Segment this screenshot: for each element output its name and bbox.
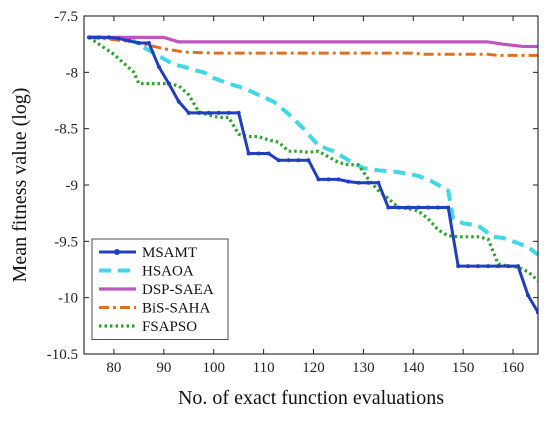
legend-label: DSP-SAEA bbox=[142, 282, 214, 298]
y-tick-label: -9 bbox=[66, 178, 79, 194]
x-tick-label: 90 bbox=[156, 360, 171, 376]
y-tick-label: -10.5 bbox=[47, 347, 78, 363]
legend-label: MSAMT bbox=[142, 245, 197, 261]
series-point bbox=[186, 110, 191, 115]
x-tick-label: 150 bbox=[452, 360, 475, 376]
series-bis-saha bbox=[88, 35, 538, 57]
series-line bbox=[88, 35, 538, 57]
series-point bbox=[216, 110, 221, 115]
legend: MSAMT HSAOA DSP-SAEA BiS-SAHA FSAPSO bbox=[91, 238, 229, 340]
series-hsaoa bbox=[88, 35, 538, 257]
series-point bbox=[406, 205, 411, 210]
series-dsp-saea bbox=[88, 35, 538, 49]
series-point bbox=[346, 179, 351, 184]
series-layer bbox=[86, 35, 538, 315]
series-point bbox=[256, 151, 261, 156]
series-point bbox=[496, 264, 501, 269]
series-point bbox=[86, 35, 91, 40]
series-point bbox=[446, 205, 451, 210]
x-tick-label: 120 bbox=[302, 360, 325, 376]
series-point bbox=[356, 180, 361, 185]
series-point bbox=[476, 264, 481, 269]
series-line bbox=[88, 35, 538, 314]
series-point bbox=[246, 151, 251, 156]
legend-item: FSAPSO bbox=[99, 319, 197, 335]
x-tick-label: 130 bbox=[352, 360, 375, 376]
series-point bbox=[226, 110, 231, 115]
series-point bbox=[396, 205, 401, 210]
series-point bbox=[146, 41, 151, 46]
legend-item: MSAMT bbox=[99, 245, 197, 261]
series-point bbox=[336, 177, 341, 182]
series-point bbox=[506, 264, 511, 269]
series-point bbox=[326, 177, 331, 182]
y-tick-label: -8.5 bbox=[54, 122, 78, 138]
series-point bbox=[196, 110, 201, 115]
y-tick-label: -7.5 bbox=[54, 9, 78, 25]
series-point bbox=[116, 36, 121, 41]
legend-label: BiS-SAHA bbox=[142, 301, 211, 317]
series-point bbox=[366, 180, 371, 185]
x-tick-label: 140 bbox=[402, 360, 425, 376]
series-point bbox=[466, 264, 471, 269]
series-fsapso bbox=[88, 36, 538, 282]
y-axis-title: Mean fitness value (log) bbox=[9, 88, 31, 283]
y-tick-label: -10 bbox=[58, 291, 78, 307]
series-point bbox=[526, 293, 531, 298]
y-tick-label: -8 bbox=[66, 65, 79, 81]
series-point bbox=[156, 64, 161, 69]
x-tick-label: 100 bbox=[202, 360, 225, 376]
series-point bbox=[296, 158, 301, 163]
series-point bbox=[486, 264, 491, 269]
series-point bbox=[456, 264, 461, 269]
series-point bbox=[426, 205, 431, 210]
series-line bbox=[88, 35, 538, 49]
series-point bbox=[206, 110, 211, 115]
x-tick-label: 160 bbox=[502, 360, 525, 376]
series-line bbox=[88, 35, 538, 257]
legend-label: FSAPSO bbox=[142, 319, 197, 335]
series-point bbox=[236, 110, 241, 115]
x-tick-label: 110 bbox=[253, 360, 275, 376]
y-tick-label: -9.5 bbox=[54, 234, 78, 250]
series-point bbox=[416, 205, 421, 210]
series-point bbox=[306, 158, 311, 163]
series-point bbox=[136, 41, 141, 46]
series-point bbox=[286, 158, 291, 163]
series-point bbox=[436, 205, 441, 210]
legend-item: HSAOA bbox=[99, 264, 194, 280]
series-point bbox=[516, 264, 521, 269]
legend-marker bbox=[114, 249, 120, 255]
legend-item: DSP-SAEA bbox=[99, 282, 214, 298]
series-point bbox=[96, 35, 101, 40]
legend-label: HSAOA bbox=[142, 264, 194, 280]
legend-item: BiS-SAHA bbox=[99, 301, 211, 317]
series-line bbox=[88, 36, 538, 282]
series-point bbox=[176, 99, 181, 104]
ticks-layer: 80 90 100 110 120 130 140 150 160 -7.5 -8 -8.5 -9 -9.… bbox=[47, 9, 538, 376]
series-point bbox=[126, 38, 131, 43]
series-point bbox=[166, 81, 171, 86]
series-msamt bbox=[86, 35, 538, 315]
x-tick-label: 80 bbox=[106, 360, 121, 376]
series-point bbox=[386, 205, 391, 210]
series-point bbox=[316, 177, 321, 182]
series-point bbox=[106, 35, 111, 40]
series-point bbox=[266, 151, 271, 156]
x-axis-title: No. of exact function evaluations bbox=[178, 387, 444, 409]
series-point bbox=[276, 158, 281, 163]
series-point bbox=[376, 180, 381, 185]
